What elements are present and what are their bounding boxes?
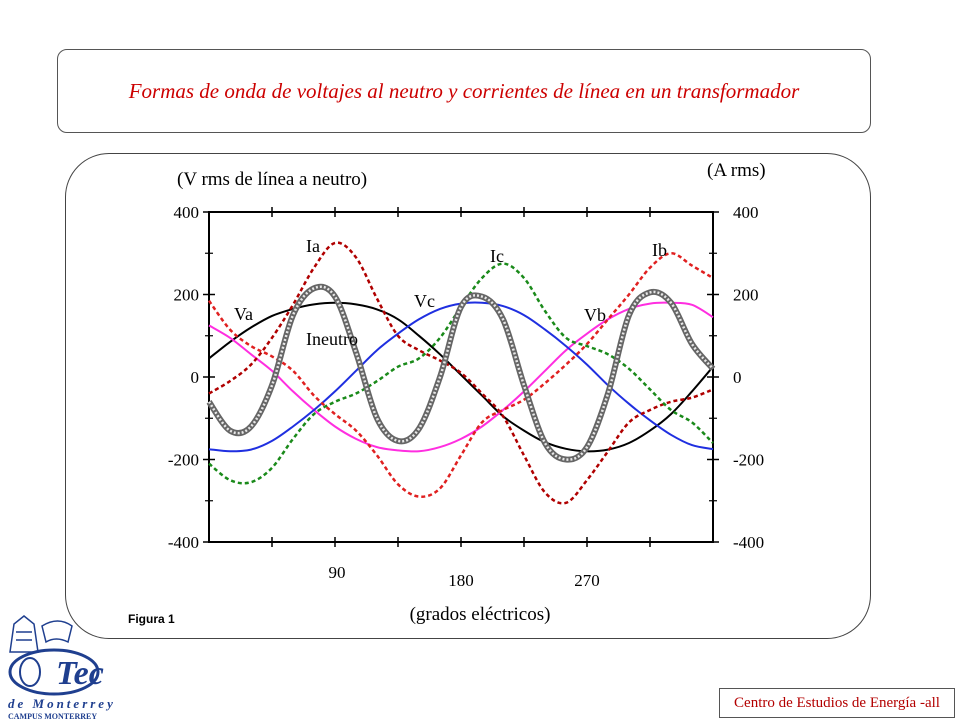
y-tick-label-right: 0 [733,368,742,387]
series-ib [207,252,714,498]
left-axis-label: (V rms de línea a neutro) [177,169,367,190]
series-label-ib: Ib [652,240,667,260]
svg-text:CAMPUS MONTERREY: CAMPUS MONTERREY [8,712,97,720]
y-tick-label-left: 0 [191,368,200,387]
y-tick-label-left: -400 [168,533,199,552]
right-axis-label: (A rms) [707,160,766,181]
tec-monterrey-logo: Tec de Monterrey CAMPUS MONTERREY [8,615,116,720]
x-tick-label: 270 [574,571,600,590]
series-label-va: Va [234,304,253,324]
title-box: Formas de onda de voltajes al neutro y c… [57,49,871,133]
chart-panel [65,153,871,639]
series-vb [208,301,714,453]
y-tick-label-left: 200 [174,286,200,305]
y-tick-label-left: -200 [168,451,199,470]
svg-text:Tec: Tec [56,655,104,692]
y-tick-label-right: -400 [733,533,764,552]
series-ineutro-outline [206,283,716,463]
y-tick-label-right: 400 [733,203,759,222]
footer-box: Centro de Estudios de Energía -all [719,688,955,718]
svg-text:de Monterrey: de Monterrey [8,696,116,711]
series-label-ic: Ic [490,246,504,266]
footer-text: Centro de Estudios de Energía -all [734,694,940,711]
x-tick-label: 90 [329,563,346,582]
page-title: Formas de onda de voltajes al neutro y c… [128,78,800,103]
y-tick-label-left: 400 [174,203,200,222]
plot-frame [208,211,714,543]
series-ic [208,262,714,485]
y-tick-label-right: 200 [733,286,759,305]
series-label-ineutro: Ineutro [306,329,358,349]
series-vc [208,301,714,453]
y-tick-label-right: -200 [733,451,764,470]
series-va [208,301,714,453]
series-label-vc: Vc [414,291,435,311]
series-label-vb: Vb [584,305,606,325]
series-label-ia: Ia [306,236,320,256]
x-tick-label: 180 [448,571,474,590]
x-axis-label: (grados eléctricos) [410,604,551,625]
figure-label: Figura 1 [128,612,175,626]
